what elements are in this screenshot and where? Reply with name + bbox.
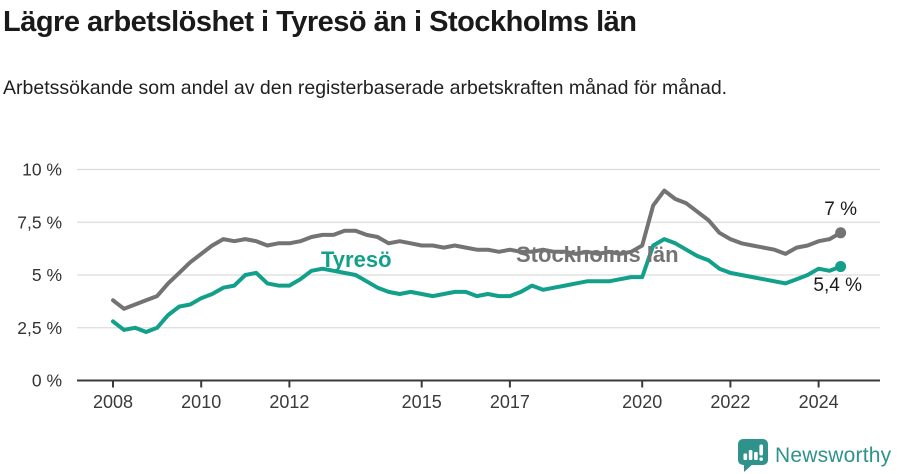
x-axis-tick-label: 2008: [93, 392, 133, 412]
end-value-tyreso: 5,4 %: [813, 275, 862, 296]
series-line-stockholms-lan: [111, 188, 843, 311]
newsworthy-logo-icon: [738, 439, 768, 472]
chart-subtitle: Arbetssökande som andel av den registerb…: [3, 77, 728, 99]
x-axis-tick-label: 2015: [402, 392, 442, 412]
newsworthy-logo-text: Newsworthy: [775, 443, 892, 467]
series-end-dot-tyreso: [835, 261, 847, 273]
series-line-tyreso: [111, 237, 843, 334]
x-axis-tick-label: 2017: [490, 392, 530, 412]
end-value-stockholms-lan: 7 %: [824, 199, 857, 220]
y-axis-tick-label: 2,5 %: [17, 318, 62, 338]
series-label-tyreso: Tyresö: [321, 247, 392, 272]
x-axis-tick-label: 2010: [181, 392, 221, 412]
y-axis-tick-label: 0 %: [32, 371, 62, 391]
series-label-stockholms-lan: Stockholms län: [516, 242, 679, 267]
series-end-dot-stockholms-lan: [835, 227, 847, 239]
x-axis-tick-label: 2024: [799, 392, 839, 412]
y-axis-tick-label: 7,5 %: [17, 212, 62, 232]
newsworthy-logo: Newsworthy: [738, 439, 891, 472]
y-axis-tick-label: 5 %: [32, 265, 62, 285]
x-axis-tick-label: 2022: [710, 392, 750, 412]
y-axis-tick-label: 10 %: [22, 160, 62, 180]
chart-title: Lägre arbetslöshet i Tyresö än i Stockho…: [3, 6, 637, 38]
x-axis-tick-label: 2012: [269, 392, 309, 412]
x-axis-tick-label: 2020: [622, 392, 662, 412]
